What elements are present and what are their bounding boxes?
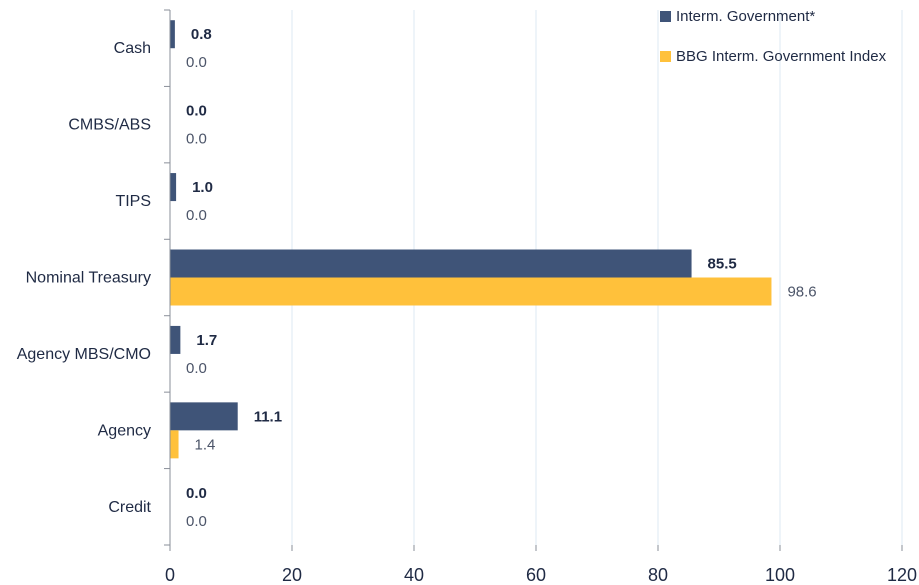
data-label-cash-interm-government: 0.8 — [191, 26, 212, 43]
category-labels: Cash CMBS/ABS TIPS Nominal Treasury Agency M… — [17, 9, 170, 546]
category-label-agency-mbs-cmo: Agency MBS/CMO — [17, 346, 151, 363]
x-tick-label: 20 — [282, 565, 302, 585]
legend-label-interm-government: Interm. Government* — [676, 8, 815, 25]
category-label-tips: TIPS — [115, 193, 151, 210]
data-label-agency-interm-government: 11.1 — [254, 408, 282, 425]
x-tick-label: 60 — [526, 565, 546, 585]
data-label-agency-mbs-cmo-interm-government: 1.7 — [196, 332, 217, 349]
x-tick-label: 0 — [165, 565, 175, 585]
data-labels: 0.8 0.0 0.0 0.0 1.0 0.0 85.5 98.6 1.7 0.0 11.1 1.4 0… — [186, 26, 817, 530]
category-label-cmbs-abs: CMBS/ABS — [68, 117, 151, 134]
x-axis-ticks: 0 20 40 60 80 100 120 — [165, 545, 917, 585]
x-tick-label: 100 — [765, 565, 795, 585]
data-label-tips-interm-government: 1.0 — [192, 179, 213, 196]
category-label-nominal-treasury: Nominal Treasury — [26, 270, 151, 287]
data-label-cash-bbg-index: 0.0 — [186, 54, 207, 71]
bars — [170, 20, 772, 459]
data-label-cmbs-abs-bbg-index: 0.0 — [186, 131, 207, 148]
bar-agency-interm-government — [170, 402, 238, 431]
category-label-cash: Cash — [114, 40, 151, 57]
data-label-nominal-treasury-bbg-index: 98.6 — [787, 284, 816, 301]
legend-label-bbg-index: BBG Interm. Government Index — [676, 48, 887, 65]
legend: Interm. Government* BBG Interm. Governme… — [660, 8, 887, 65]
data-label-agency-mbs-cmo-bbg-index: 0.0 — [186, 360, 207, 377]
data-label-cmbs-abs-interm-government: 0.0 — [186, 103, 207, 120]
data-label-credit-interm-government: 0.0 — [186, 485, 207, 502]
category-label-agency: Agency — [98, 422, 151, 439]
legend-swatch-bbg-index — [660, 51, 671, 62]
bar-agency-mbs-cmo-interm-government — [170, 325, 181, 354]
bar-nominal-treasury-bbg-index — [170, 277, 772, 306]
data-label-nominal-treasury-interm-government: 85.5 — [708, 256, 737, 273]
category-label-credit: Credit — [108, 499, 151, 516]
data-label-tips-bbg-index: 0.0 — [186, 207, 207, 224]
data-label-agency-bbg-index: 1.4 — [195, 436, 216, 453]
bar-agency-bbg-index — [170, 430, 179, 459]
legend-swatch-interm-government — [660, 11, 671, 22]
bar-cash-interm-government — [170, 20, 175, 49]
x-tick-label: 120 — [887, 565, 917, 585]
bar-nominal-treasury-interm-government — [170, 249, 692, 278]
x-tick-label: 80 — [648, 565, 668, 585]
bar-tips-interm-government — [170, 173, 177, 202]
data-label-credit-bbg-index: 0.0 — [186, 513, 207, 530]
x-tick-label: 40 — [404, 565, 424, 585]
